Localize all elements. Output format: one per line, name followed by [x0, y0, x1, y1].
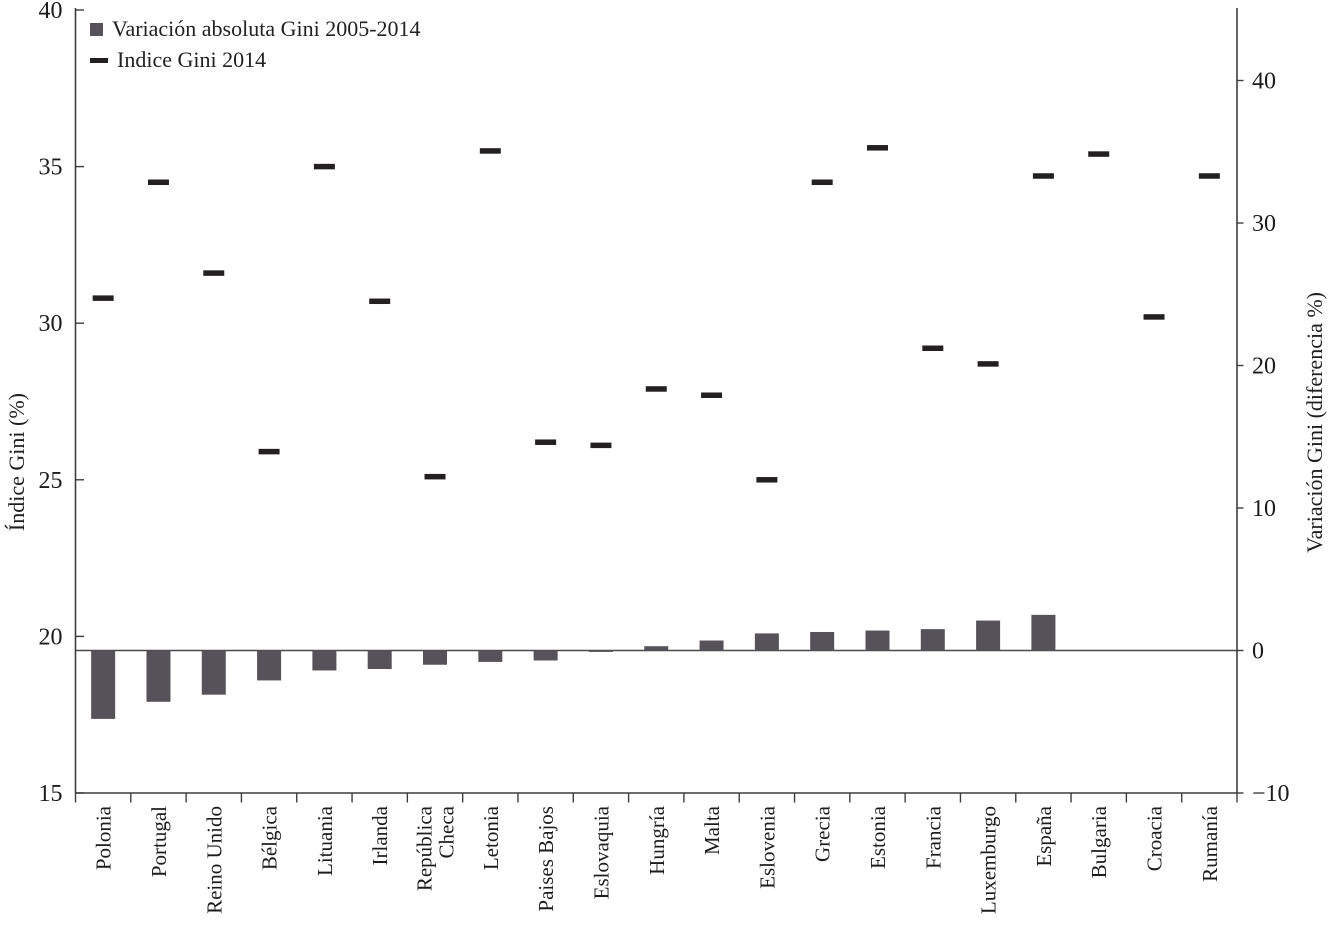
bar-irlanda — [367, 650, 392, 670]
x-label-lituania: Lituania — [313, 805, 337, 876]
chart-legend: Variación absoluta Gini 2005-2014 Indice… — [90, 16, 421, 73]
right-axis-tick-label: 30 — [1252, 211, 1276, 237]
gini-marker-belgica — [258, 448, 280, 455]
gini-marker-hungria — [645, 386, 667, 392]
right-axis-tick-label: 10 — [1252, 496, 1276, 522]
gini-marker-irlanda — [369, 298, 391, 305]
x-label-letonia: Letonia — [479, 805, 503, 870]
bar-francia — [920, 629, 945, 651]
bar-luxemburgo — [976, 620, 1001, 651]
x-label-polonia: Polonia — [92, 805, 116, 870]
gini-marker-eslovenia — [756, 477, 778, 483]
x-label-reino-unido: Reino Unido — [202, 806, 226, 914]
bar-espana — [1031, 614, 1056, 651]
x-label-estonia: Estonia — [866, 805, 890, 869]
x-label-luxemburgo: Luxemburgo — [977, 806, 1001, 914]
bar-reino-unido — [201, 650, 226, 695]
bar-eslovaquia — [588, 650, 613, 652]
x-label-paises-bajos: Paises Bajos — [534, 806, 558, 912]
gini-marker-estonia — [866, 145, 888, 151]
x-label-bulgaria: Bulgaria — [1087, 805, 1111, 878]
bar-lituania — [312, 650, 337, 671]
bar-republica-checa — [423, 650, 448, 665]
gini-marker-rumania — [1198, 173, 1220, 179]
bar-eslovenia — [754, 633, 779, 651]
gini-marker-letonia — [479, 148, 501, 154]
gini-marker-croacia — [1143, 314, 1165, 320]
gini-marker-bulgaria — [1088, 151, 1110, 157]
legend-item-indice: Indice Gini 2014 — [90, 47, 421, 73]
right-axis-tick-label: 20 — [1252, 354, 1276, 380]
gini-marker-reino-unido — [203, 270, 225, 276]
right-axis-title: Variación Gini (diferencia %) — [1302, 292, 1327, 553]
left-axis-tick-label: 15 — [39, 781, 63, 807]
left-axis-tick-label: 30 — [39, 311, 63, 337]
x-label-eslovaquia: Eslovaquia — [589, 805, 613, 899]
bar-belgica — [257, 650, 282, 681]
bar-portugal — [146, 650, 171, 702]
gini-marker-espana — [1032, 173, 1054, 179]
gini-marker-malta — [701, 392, 723, 398]
left-axis-tick-label: 20 — [39, 624, 63, 650]
legend-item-variacion: Variación absoluta Gini 2005-2014 — [90, 16, 421, 42]
x-label-portugal: Portugal — [147, 806, 171, 877]
gini-marker-paises-bajos — [535, 439, 557, 445]
x-label-belgica: Bélgica — [258, 805, 282, 870]
legend-label-indice: Indice Gini 2014 — [117, 47, 267, 72]
legend-bar-swatch-icon — [90, 22, 103, 36]
right-axis-tick-label: 0 — [1252, 639, 1264, 665]
bar-hungria — [644, 646, 669, 651]
gini-marker-francia — [922, 345, 944, 352]
x-label-croacia: Croacia — [1143, 805, 1167, 871]
gini-marker-polonia — [92, 295, 114, 301]
x-label-rumania: Rumanía — [1198, 805, 1222, 881]
left-axis-title: Índice Gini (%) — [4, 393, 29, 532]
x-label-eslovenia: Eslovenia — [755, 805, 779, 888]
x-label-republica-checa: Checa — [435, 805, 459, 858]
bar-grecia — [810, 631, 835, 651]
gini-marker-republica-checa — [424, 473, 446, 480]
left-axis-tick-label: 40 — [39, 0, 63, 24]
bar-letonia — [478, 650, 503, 662]
x-label-grecia: Grecia — [811, 805, 835, 862]
x-label-hungria: Hungría — [645, 805, 669, 874]
gini-marker-lituania — [313, 163, 335, 170]
bar-polonia — [91, 650, 116, 719]
right-axis-tick-label: −10 — [1252, 781, 1290, 807]
right-axis-tick-label: 40 — [1252, 69, 1276, 95]
bar-malta — [699, 640, 724, 651]
bar-paises-bajos — [533, 650, 558, 661]
x-label-irlanda: Irlanda — [368, 805, 392, 865]
left-axis-tick-label: 35 — [39, 155, 63, 181]
gini-marker-luxemburgo — [977, 361, 999, 367]
legend-dash-swatch-icon — [90, 57, 108, 63]
gini-marker-eslovaquia — [590, 442, 612, 449]
legend-label-variacion: Variación absoluta Gini 2005-2014 — [112, 16, 421, 41]
left-axis-tick-label: 25 — [39, 468, 63, 494]
gini-marker-grecia — [811, 179, 833, 186]
x-label-republica-checa: República — [413, 805, 437, 891]
x-label-francia: Francia — [921, 805, 945, 869]
x-label-espana: España — [1032, 805, 1056, 866]
bar-estonia — [865, 630, 890, 651]
x-label-malta: Malta — [700, 805, 724, 855]
gini-marker-portugal — [147, 179, 169, 186]
